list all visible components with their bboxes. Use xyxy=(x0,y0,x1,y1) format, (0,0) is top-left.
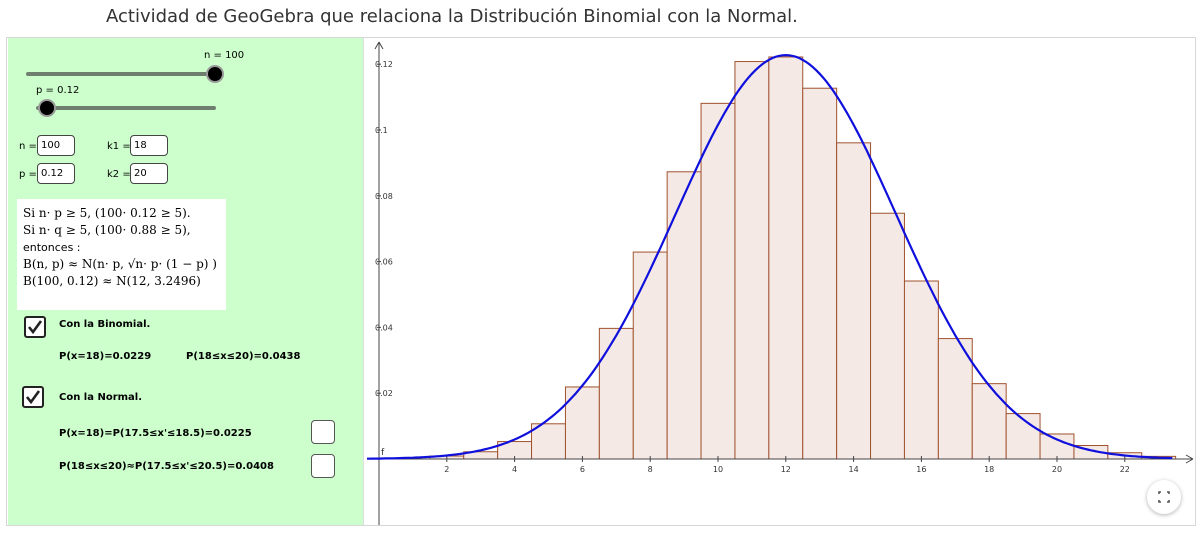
binomial-checkbox-label: Con la Binomial. xyxy=(59,319,151,330)
x-tick-label: 22 xyxy=(1120,465,1130,474)
normal-checkbox-label: Con la Normal. xyxy=(59,392,143,403)
chart-bar xyxy=(870,212,905,460)
chart-bar xyxy=(1039,433,1075,460)
formula-line-general: B(n, p) ≈ N(n· p, √n· p· (1 − p) ) xyxy=(23,257,217,271)
n-slider-track[interactable] xyxy=(26,72,218,76)
k1-input-label: k1 = xyxy=(107,141,131,152)
chart-bar xyxy=(632,251,668,460)
binomial-p-exact: P(x=18)=0.0229 xyxy=(59,351,152,362)
y-tick-label: 0.04 xyxy=(375,323,393,332)
x-tick-label: 10 xyxy=(713,465,723,474)
fullscreen-button[interactable] xyxy=(1147,480,1181,514)
normal-curve xyxy=(367,53,1173,460)
normal-approximation-formula: Si n· p ≥ 5, (100· 0.12 ≥ 5). Si n· q ≥ … xyxy=(17,199,226,310)
x-axis-arrow xyxy=(1185,454,1194,464)
x-tick-label: 8 xyxy=(648,465,653,474)
check-icon xyxy=(25,390,41,405)
n-input-label: n = xyxy=(19,141,37,152)
p-slider-label: p = 0.12 xyxy=(36,85,80,96)
p-slider-track[interactable] xyxy=(36,106,216,110)
fullscreen-icon xyxy=(1158,491,1170,503)
formula-line-np: Si n· p ≥ 5, (100· 0.12 ≥ 5). xyxy=(23,206,191,220)
y-tick-label: 0.1 xyxy=(375,126,388,135)
n-slider-label: n = 100 xyxy=(204,50,245,61)
p-input-label: p = xyxy=(19,169,37,180)
panel-divider[interactable] xyxy=(363,38,368,525)
chart-bar xyxy=(903,280,939,460)
formula-line-nq: Si n· q ≥ 5, (100· 0.88 ≥ 5), xyxy=(23,223,191,237)
page-title: Actividad de GeoGebra que relaciona la D… xyxy=(106,6,798,27)
p-input[interactable]: 0.12 xyxy=(37,163,75,184)
k2-input[interactable]: 20 xyxy=(130,163,168,184)
normal-exact-checkbox[interactable] xyxy=(311,420,335,444)
normal-range-checkbox[interactable] xyxy=(311,454,335,478)
y-axis-arrow xyxy=(374,41,384,50)
chart-bar xyxy=(598,327,634,460)
distribution-chart[interactable]: 2 4 6 8 10 12 14 16 18 20 22 0.02 0.04 0.06 0.08 0.1 0.1… xyxy=(367,38,1196,525)
k2-input-label: k2 = xyxy=(107,169,131,180)
curve-label: f xyxy=(381,448,385,458)
x-tick-label: 16 xyxy=(916,465,926,474)
x-tick-label: 18 xyxy=(984,465,994,474)
y-tick-label: 0.06 xyxy=(375,258,393,267)
n-slider-handle[interactable] xyxy=(206,65,224,83)
binomial-checkbox[interactable] xyxy=(24,316,46,338)
n-input[interactable]: 100 xyxy=(37,135,75,156)
normal-checkbox[interactable] xyxy=(22,386,44,408)
x-tick-label: 2 xyxy=(444,465,449,474)
formula-line-then: entonces : xyxy=(23,241,81,254)
x-tick-label: 20 xyxy=(1052,465,1062,474)
x-tick-label: 4 xyxy=(512,465,517,474)
normal-p-range: P(18≤x≤20)≈P(17.5≤x'≤20.5)=0.0408 xyxy=(59,461,274,472)
binomial-p-range: P(18≤x≤20)=0.0438 xyxy=(186,351,301,362)
chart-bar xyxy=(971,383,1007,460)
x-tick-label: 6 xyxy=(580,465,585,474)
chart-bar xyxy=(666,171,702,460)
k1-input[interactable]: 18 xyxy=(130,135,168,156)
x-tick-label: 14 xyxy=(849,465,859,474)
chart-bar xyxy=(768,56,804,460)
chart-bar xyxy=(802,87,838,460)
y-tick-label: 0.08 xyxy=(375,192,393,201)
normal-p-exact: P(x=18)=P(17.5≤x'≤18.5)=0.0225 xyxy=(59,428,252,439)
chart-bar xyxy=(700,102,736,460)
y-tick-label: 0.02 xyxy=(375,389,393,398)
chart-bar xyxy=(734,61,770,460)
x-tick-label: 12 xyxy=(781,465,791,474)
formula-line-specific: B(100, 0.12) ≈ N(12, 3.2496) xyxy=(23,274,201,288)
p-slider-handle[interactable] xyxy=(38,99,56,117)
y-tick-label: 0.12 xyxy=(375,60,393,69)
chart-bar xyxy=(836,142,872,460)
chart-bar xyxy=(1005,413,1041,460)
check-icon xyxy=(27,320,43,335)
chart-bar xyxy=(531,423,566,460)
